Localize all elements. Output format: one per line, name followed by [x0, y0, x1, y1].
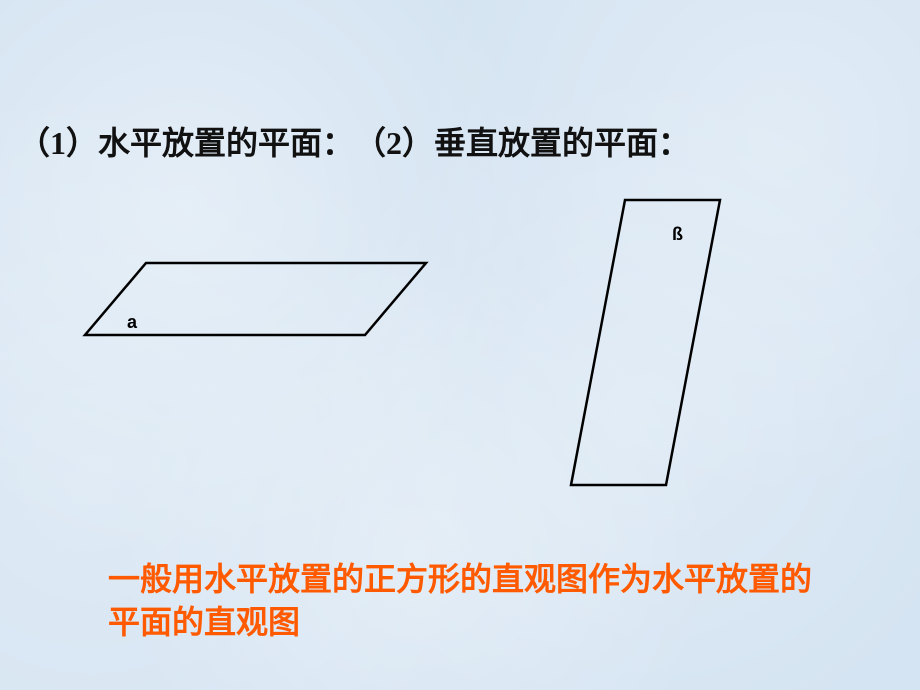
heading-horizontal: （1）水平放置的平面： [18, 118, 354, 164]
vertical-plane-shape [571, 200, 720, 485]
diagram-area [0, 190, 920, 490]
heading-row: （1）水平放置的平面： （2）垂直放置的平面： [0, 118, 920, 164]
heading-vertical: （2）垂直放置的平面： [354, 118, 690, 164]
footer-note: 一般用水平放置的正方形的直观图作为水平放置的平面的直观图 [108, 558, 828, 644]
vertical-plane-label: ß [672, 224, 683, 245]
horizontal-plane-label: a [127, 312, 137, 333]
planes-svg [0, 190, 920, 490]
